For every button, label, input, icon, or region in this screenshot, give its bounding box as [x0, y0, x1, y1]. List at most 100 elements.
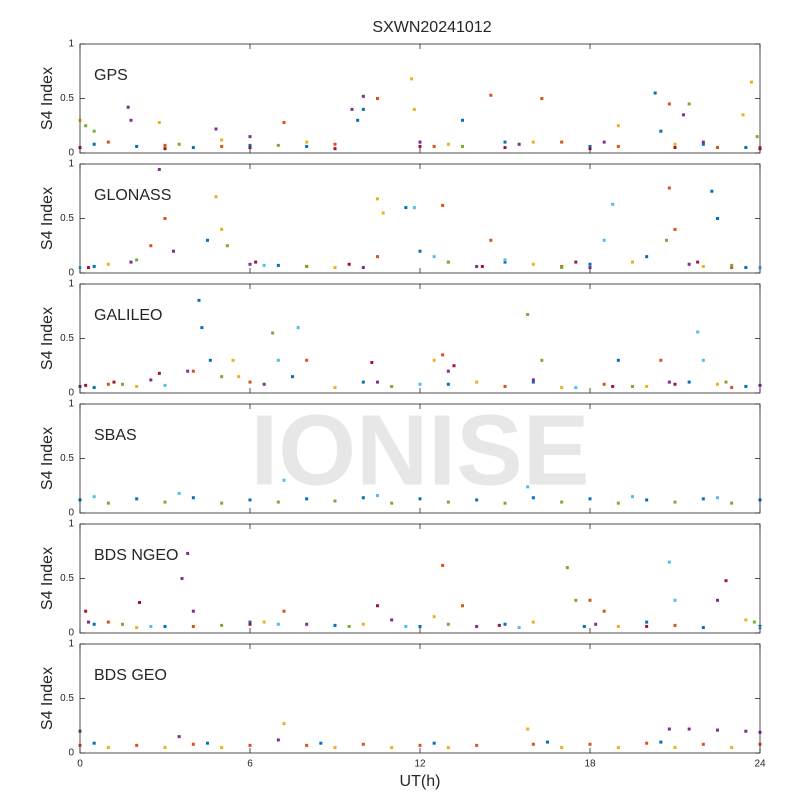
data-point — [594, 622, 598, 626]
data-point — [446, 746, 450, 750]
data-point — [730, 386, 734, 390]
y-tick-label: 0.5 — [60, 213, 74, 224]
y-tick-label: 1 — [68, 39, 74, 50]
data-point — [418, 144, 422, 148]
data-point — [248, 143, 252, 147]
data-point — [503, 258, 507, 262]
data-point — [446, 382, 450, 386]
y-tick-label: 0 — [68, 148, 74, 159]
data-point — [701, 142, 705, 146]
panel-label: SBAS — [94, 427, 137, 444]
data-point — [716, 382, 719, 386]
data-point — [305, 144, 309, 148]
data-point — [744, 384, 748, 388]
data-point — [84, 383, 88, 387]
data-point — [724, 380, 728, 384]
data-point — [682, 113, 685, 117]
data-point — [659, 129, 663, 133]
data-point — [475, 264, 479, 268]
data-point — [106, 620, 110, 624]
data-point — [180, 577, 184, 580]
data-point — [744, 146, 748, 150]
data-point — [361, 496, 365, 500]
y-tick-label: 0.5 — [60, 573, 74, 584]
data-point — [752, 620, 756, 624]
data-point — [129, 118, 133, 122]
data-point — [376, 380, 379, 384]
data-point — [461, 118, 464, 122]
data-point — [418, 743, 422, 747]
y-tick-label: 0 — [68, 268, 74, 279]
data-point — [163, 147, 167, 151]
x-tick-label: 18 — [584, 759, 596, 770]
data-point — [237, 375, 241, 379]
data-point — [475, 743, 479, 747]
data-point — [730, 263, 734, 267]
y-tick-label: 0 — [68, 628, 74, 639]
data-point — [106, 382, 110, 386]
data-point — [526, 485, 530, 489]
data-point — [645, 498, 649, 502]
y-tick-label: 0.5 — [60, 693, 74, 704]
plot-area — [80, 44, 760, 153]
data-point — [418, 497, 422, 501]
data-point — [412, 107, 416, 111]
panel-label: GLONASS — [94, 187, 171, 204]
data-point — [149, 624, 153, 628]
data-point — [616, 124, 620, 128]
data-point — [701, 264, 705, 268]
data-layer — [78, 167, 762, 270]
watermark: IONISE — [251, 394, 590, 506]
data-point — [588, 497, 592, 501]
data-point — [163, 624, 167, 628]
data-point — [220, 144, 224, 148]
data-point — [121, 382, 124, 386]
data-point — [92, 741, 96, 745]
data-point — [701, 742, 705, 746]
panel-label: GALILEO — [94, 307, 162, 324]
data-point — [172, 249, 175, 253]
data-point — [631, 384, 634, 388]
data-point — [333, 147, 337, 151]
data-point — [750, 80, 753, 84]
data-point — [248, 622, 252, 626]
data-point — [574, 386, 578, 390]
data-point — [645, 255, 649, 259]
data-point — [262, 382, 266, 386]
data-point — [291, 375, 294, 379]
data-point — [163, 143, 167, 147]
data-point — [716, 217, 719, 220]
data-point — [696, 260, 700, 264]
data-point — [248, 146, 252, 150]
data-point — [673, 382, 677, 386]
data-point — [305, 358, 309, 362]
data-point — [381, 211, 385, 215]
data-point — [665, 238, 668, 242]
data-point — [503, 501, 507, 505]
data-point — [673, 500, 677, 504]
data-point — [282, 478, 286, 482]
data-point — [602, 382, 606, 386]
data-point — [191, 609, 195, 613]
data-point — [673, 227, 677, 231]
data-point — [446, 500, 450, 504]
data-point — [92, 264, 96, 268]
plot-area — [80, 644, 760, 753]
data-point — [531, 620, 535, 624]
data-point — [540, 358, 544, 362]
data-point — [390, 618, 394, 622]
data-point — [191, 742, 195, 746]
data-point — [92, 495, 96, 499]
data-point — [106, 501, 110, 505]
data-point — [489, 238, 493, 242]
data-point — [432, 741, 436, 745]
data-point — [404, 206, 408, 210]
data-point — [659, 740, 663, 744]
data-point — [602, 238, 606, 242]
data-point — [565, 566, 569, 570]
data-point — [588, 598, 592, 602]
data-point — [475, 380, 479, 384]
data-point — [446, 260, 450, 264]
data-point — [305, 264, 309, 268]
data-point — [248, 262, 252, 266]
